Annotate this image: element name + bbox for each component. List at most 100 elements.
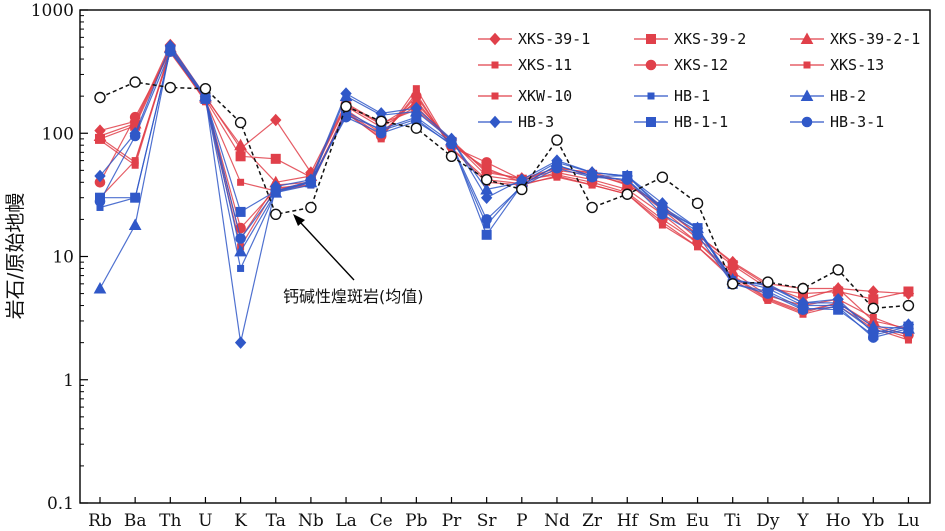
data-point xyxy=(797,304,809,316)
data-point xyxy=(165,46,176,57)
data-point xyxy=(832,301,844,313)
data-point xyxy=(199,82,212,95)
data-point xyxy=(491,92,499,100)
legend-label: XKS-13 xyxy=(830,56,884,74)
data-point xyxy=(801,116,813,128)
legend-item: XKS-11 xyxy=(478,56,572,74)
data-point xyxy=(762,276,774,288)
x-tick-label-zr: Zr xyxy=(582,511,603,531)
data-point xyxy=(128,218,142,231)
data-point xyxy=(762,288,774,299)
data-point xyxy=(94,196,106,207)
data-point xyxy=(586,201,598,214)
data-point xyxy=(868,294,879,305)
series-line xyxy=(99,81,909,310)
legend-label: XKS-12 xyxy=(674,56,728,74)
data-point xyxy=(94,169,106,183)
data-point xyxy=(647,92,655,100)
data-point xyxy=(129,76,141,88)
series-13 xyxy=(94,76,915,314)
data-point xyxy=(903,323,914,334)
data-point xyxy=(646,117,656,127)
data-point xyxy=(800,32,814,44)
data-point xyxy=(588,181,596,189)
annotation-arrow-line xyxy=(299,221,355,281)
data-point xyxy=(803,61,811,69)
data-point xyxy=(902,299,915,312)
legend-label: HB-1 xyxy=(674,87,710,105)
y-axis-label: 岩石/原始地幔 xyxy=(3,193,27,320)
legend-item: HB-1 xyxy=(634,87,710,105)
data-point xyxy=(234,138,247,151)
x-tick-label-nb: Nb xyxy=(298,511,324,531)
y-tick-label: 100 xyxy=(42,124,74,144)
x-tick-label-k: K xyxy=(234,511,247,531)
data-point xyxy=(94,91,106,104)
legend-item: HB-1-1 xyxy=(634,113,728,131)
data-point xyxy=(489,115,501,129)
data-point xyxy=(340,87,352,100)
x-tick-label-u: U xyxy=(198,511,212,531)
x-tick-label-pr: Pr xyxy=(442,511,462,531)
x-tick-label-p: P xyxy=(516,511,527,531)
data-point xyxy=(645,59,657,71)
series-layer xyxy=(93,38,915,349)
x-tick-label-th: Th xyxy=(159,511,181,531)
data-point xyxy=(270,208,282,220)
data-point xyxy=(96,134,104,142)
data-point xyxy=(340,111,352,123)
x-tick-label-la: La xyxy=(335,511,356,531)
data-point xyxy=(235,233,246,244)
data-point xyxy=(234,244,247,257)
data-point xyxy=(481,157,492,168)
series-line xyxy=(100,49,909,336)
legend-label: HB-1-1 xyxy=(674,113,728,131)
data-point xyxy=(131,158,139,166)
series-line xyxy=(99,45,909,344)
data-point xyxy=(621,174,633,185)
data-point xyxy=(235,151,246,162)
data-point xyxy=(305,201,317,214)
data-point xyxy=(646,34,656,44)
data-point xyxy=(270,185,282,197)
x-tick-label-ta: Ta xyxy=(266,511,286,531)
legend-label: HB-3-1 xyxy=(830,113,884,131)
data-point xyxy=(867,302,879,314)
data-point xyxy=(658,218,666,226)
data-point xyxy=(621,188,633,200)
data-point xyxy=(375,127,387,139)
x-tick-label-ba: Ba xyxy=(124,511,147,531)
x-tick-label-y: Y xyxy=(796,511,809,531)
data-point xyxy=(551,162,563,174)
data-point xyxy=(481,214,492,225)
data-point xyxy=(270,153,281,164)
legend-item: XKS-39-2 xyxy=(634,30,746,48)
data-point xyxy=(410,122,423,134)
x-tick-label-dy: Dy xyxy=(756,511,780,531)
series-line xyxy=(99,50,909,336)
legend: XKS-39-1 XKS-39-2 XKS-39-2-1 XKS-11 XKS-12 XK… xyxy=(478,30,920,131)
series-line xyxy=(99,50,909,339)
legend-item: XKS-12 xyxy=(634,56,728,74)
data-point xyxy=(551,134,563,146)
data-point xyxy=(657,208,668,220)
y-tick-label: 0.1 xyxy=(47,494,74,514)
x-tick-label-sm: Sm xyxy=(649,511,677,531)
data-point xyxy=(130,192,141,203)
y-tick-label: 1 xyxy=(63,371,74,391)
x-axis: Rb Ba Th U K Ta Nb La Ce Pb Pr Sr P Nd Zr Hf Sm Eu Ti Dy Y Ho… xyxy=(88,497,920,531)
data-point xyxy=(305,175,317,187)
data-point xyxy=(340,100,352,113)
series-1 xyxy=(94,38,915,300)
data-point xyxy=(237,178,245,186)
series-12 xyxy=(94,46,914,343)
data-point xyxy=(480,173,493,186)
legend-label: HB-2 xyxy=(830,87,866,105)
data-point xyxy=(480,191,493,204)
x-tick-label-lu: Lu xyxy=(897,511,919,531)
series-line xyxy=(99,49,909,334)
series-9 xyxy=(93,41,915,334)
data-point xyxy=(586,171,598,183)
data-point xyxy=(234,116,247,129)
data-point xyxy=(691,197,704,210)
